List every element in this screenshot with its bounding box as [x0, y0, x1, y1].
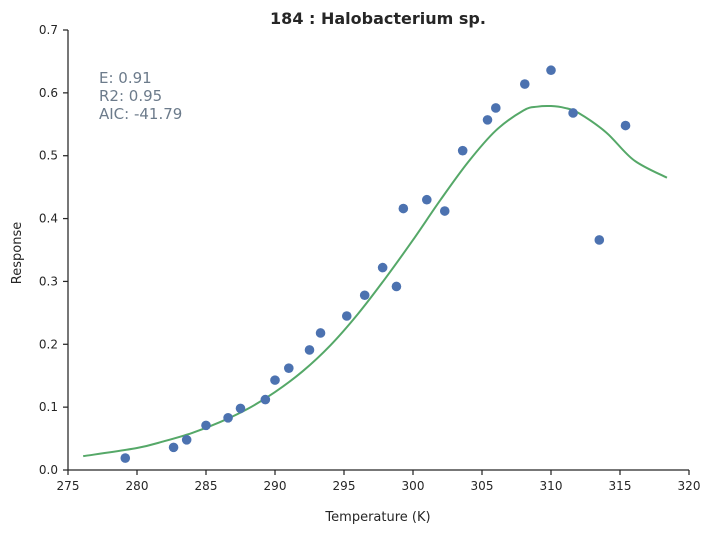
stats-r2: R2: 0.95	[99, 87, 162, 105]
data-point	[315, 328, 326, 338]
data-point	[398, 203, 409, 214]
y-tick-label: 0.7	[39, 23, 58, 37]
data-point	[457, 145, 468, 156]
data-point	[341, 311, 352, 321]
data-points	[120, 65, 631, 463]
data-point	[260, 394, 271, 405]
y-ticks: 0.0 0.1 0.2 0.3 0.4 0.5 0.6 0.7	[39, 23, 68, 477]
x-tick-label: 310	[540, 479, 563, 493]
y-tick-label: 0.4	[39, 212, 58, 226]
stats-aic: AIC: -41.79	[99, 105, 182, 123]
data-point	[391, 281, 402, 292]
data-point	[439, 206, 450, 216]
y-tick-label: 0.0	[39, 463, 58, 477]
x-axis-label: Temperature (K)	[324, 510, 430, 525]
data-point	[359, 290, 370, 301]
data-point	[181, 435, 192, 445]
x-tick-label: 300	[402, 479, 425, 493]
data-point	[594, 235, 605, 245]
stats-annotation: E: 0.91 R2: 0.95 AIC: -41.79	[99, 69, 182, 123]
y-tick-label: 0.1	[39, 400, 58, 414]
x-tick-label: 285	[195, 479, 218, 493]
data-point	[620, 120, 631, 131]
stats-e: E: 0.91	[99, 69, 152, 87]
chart-title: 184 : Halobacterium sp.	[270, 9, 486, 28]
data-point	[519, 79, 530, 89]
data-point	[235, 403, 246, 414]
data-point	[546, 65, 556, 76]
data-point	[377, 262, 388, 273]
data-point	[201, 420, 211, 431]
y-tick-label: 0.3	[39, 274, 58, 288]
x-tick-label: 295	[333, 479, 356, 493]
data-point	[223, 413, 233, 423]
y-tick-label: 0.6	[39, 86, 58, 100]
data-point	[422, 194, 432, 205]
data-point	[284, 363, 294, 373]
x-tick-label: 315	[609, 479, 632, 493]
data-point	[482, 115, 493, 125]
data-point	[120, 453, 131, 463]
x-tick-label: 290	[264, 479, 287, 493]
x-tick-label: 320	[678, 479, 701, 493]
data-point	[304, 345, 315, 355]
data-point	[168, 442, 179, 453]
fit-curve	[83, 104, 668, 458]
y-axis-label: Response	[10, 222, 25, 284]
x-ticks: 275 280 285 290 295 300 305 310 315 320	[57, 470, 701, 493]
x-tick-label: 275	[57, 479, 80, 493]
data-point	[568, 108, 578, 118]
x-tick-label: 280	[126, 479, 149, 493]
x-tick-label: 305	[471, 479, 494, 493]
y-tick-label: 0.5	[39, 149, 58, 163]
data-point	[270, 375, 280, 385]
data-point	[491, 103, 501, 113]
y-tick-label: 0.2	[39, 337, 58, 351]
